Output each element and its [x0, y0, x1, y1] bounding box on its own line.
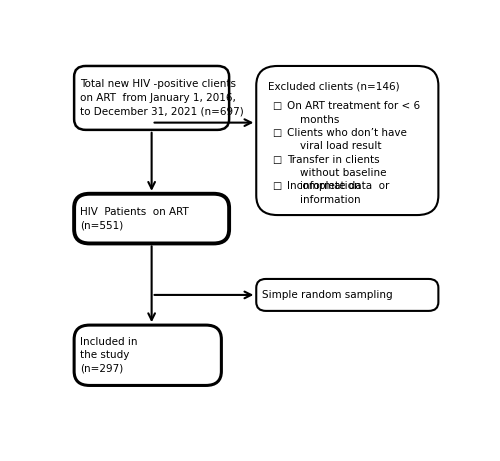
Text: Excluded clients (n=146): Excluded clients (n=146) — [268, 82, 400, 92]
Text: □: □ — [272, 155, 281, 165]
FancyBboxPatch shape — [256, 279, 438, 311]
Text: Total new HIV -positive clients
on ART  from January 1, 2016,
to December 31, 20: Total new HIV -positive clients on ART f… — [80, 79, 243, 117]
FancyBboxPatch shape — [74, 194, 229, 243]
Text: Incomplete data  or
    information: Incomplete data or information — [287, 181, 390, 205]
Text: □: □ — [272, 181, 281, 191]
Text: Clients who don’t have
    viral load result: Clients who don’t have viral load result — [287, 128, 407, 151]
Text: □: □ — [272, 101, 281, 112]
Text: Simple random sampling: Simple random sampling — [262, 290, 392, 300]
Text: Transfer in clients
    without baseline
    information: Transfer in clients without baseline inf… — [287, 155, 387, 191]
Text: On ART treatment for < 6
    months: On ART treatment for < 6 months — [287, 101, 420, 124]
FancyBboxPatch shape — [74, 66, 229, 130]
FancyBboxPatch shape — [74, 325, 222, 385]
Text: HIV  Patients  on ART
(n=551): HIV Patients on ART (n=551) — [80, 207, 188, 230]
Text: □: □ — [272, 128, 281, 138]
FancyBboxPatch shape — [256, 66, 438, 215]
Text: Included in
the study
(n=297): Included in the study (n=297) — [80, 337, 138, 374]
